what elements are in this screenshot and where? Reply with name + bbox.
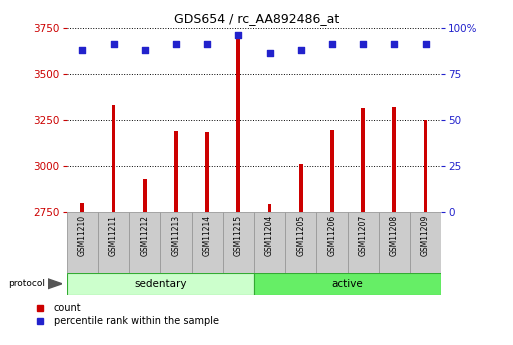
- Point: [234, 32, 243, 38]
- Point: [390, 41, 399, 47]
- Bar: [348, 212, 379, 273]
- Point: [109, 41, 117, 47]
- Point: [297, 47, 305, 52]
- Point: [422, 41, 430, 47]
- Bar: [254, 273, 441, 295]
- Text: GSM11210: GSM11210: [78, 215, 87, 256]
- Text: GSM11208: GSM11208: [390, 215, 399, 256]
- Bar: [379, 212, 410, 273]
- Text: GSM11207: GSM11207: [359, 215, 368, 256]
- Text: GDS654 / rc_AA892486_at: GDS654 / rc_AA892486_at: [174, 12, 339, 25]
- Bar: [112, 105, 115, 212]
- Bar: [143, 179, 147, 212]
- Bar: [285, 212, 317, 273]
- Bar: [205, 132, 209, 212]
- Bar: [392, 107, 396, 212]
- Text: GSM11209: GSM11209: [421, 215, 430, 256]
- Bar: [299, 164, 303, 212]
- Bar: [410, 212, 441, 273]
- Text: active: active: [332, 279, 363, 289]
- Point: [203, 41, 211, 47]
- Bar: [160, 212, 191, 273]
- Bar: [67, 273, 254, 295]
- Point: [172, 41, 180, 47]
- Bar: [98, 212, 129, 273]
- Text: GSM11205: GSM11205: [296, 215, 305, 256]
- Point: [328, 41, 336, 47]
- Text: GSM11206: GSM11206: [327, 215, 337, 256]
- Bar: [361, 108, 365, 212]
- Bar: [236, 35, 240, 212]
- Point: [265, 51, 273, 56]
- Point: [141, 47, 149, 52]
- Text: sedentary: sedentary: [134, 279, 187, 289]
- Point: [359, 41, 367, 47]
- Bar: [81, 203, 84, 212]
- Bar: [67, 212, 98, 273]
- Text: GSM11214: GSM11214: [203, 215, 212, 256]
- Text: protocol: protocol: [8, 279, 45, 288]
- Text: GSM11213: GSM11213: [171, 215, 181, 256]
- Bar: [317, 212, 348, 273]
- Polygon shape: [48, 279, 62, 289]
- Text: GSM11211: GSM11211: [109, 215, 118, 256]
- Point: [78, 47, 86, 52]
- Bar: [268, 204, 271, 212]
- Bar: [191, 212, 223, 273]
- Text: GSM11204: GSM11204: [265, 215, 274, 256]
- Bar: [174, 131, 178, 212]
- Bar: [330, 130, 334, 212]
- Text: GSM11212: GSM11212: [140, 215, 149, 256]
- Bar: [129, 212, 161, 273]
- Text: GSM11215: GSM11215: [234, 215, 243, 256]
- Bar: [424, 120, 427, 212]
- Legend: count, percentile rank within the sample: count, percentile rank within the sample: [30, 303, 219, 326]
- Bar: [254, 212, 285, 273]
- Bar: [223, 212, 254, 273]
